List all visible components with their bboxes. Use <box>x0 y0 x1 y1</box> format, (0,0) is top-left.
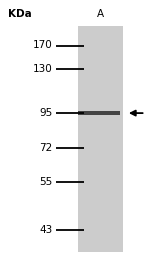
Text: 55: 55 <box>39 177 52 187</box>
Text: 130: 130 <box>33 64 52 74</box>
Bar <box>78 26 123 252</box>
Bar <box>78 111 120 115</box>
Text: 43: 43 <box>39 225 52 235</box>
Text: 170: 170 <box>33 41 52 50</box>
Text: 95: 95 <box>39 108 52 118</box>
Text: 72: 72 <box>39 143 52 153</box>
Text: A: A <box>97 9 104 19</box>
Text: KDa: KDa <box>8 9 31 19</box>
